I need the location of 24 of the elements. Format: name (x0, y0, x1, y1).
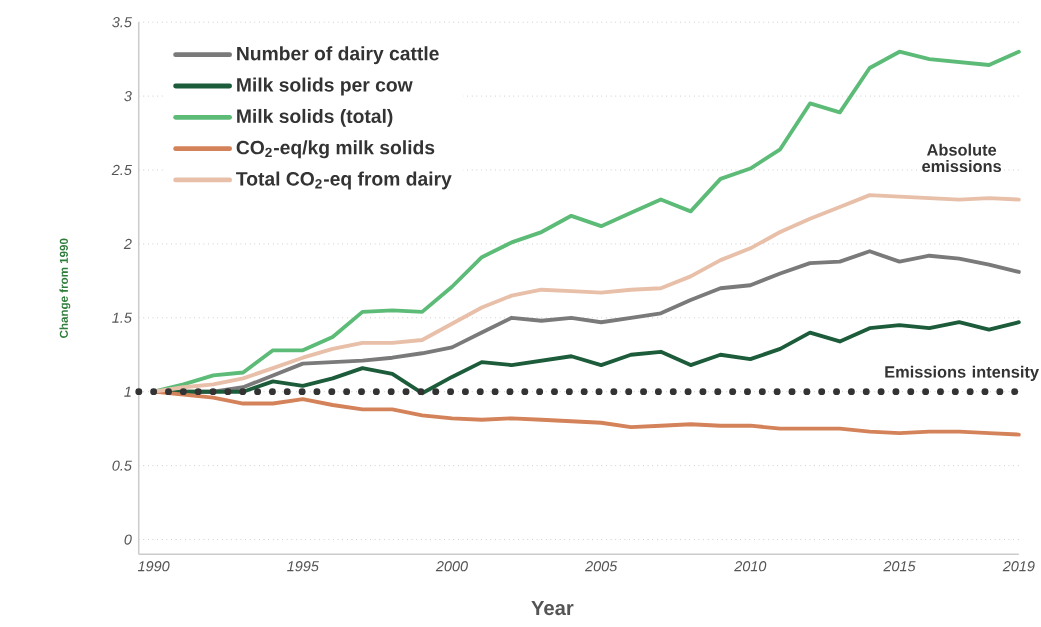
legend-label: Milk solids per cow (237, 77, 413, 96)
legend-label: Milk solids (total) (237, 109, 393, 128)
annotation: Emissions intensity (885, 365, 1039, 382)
x-tick-label: 2015 (883, 561, 916, 572)
y-tick-label: 0.5 (112, 460, 132, 471)
legend-label: Total CO$_{2}$-eq from dairy (236, 171, 452, 190)
x-tick-label: 2005 (584, 561, 618, 572)
y-tick-label: 0 (124, 534, 132, 545)
x-axis-title: Year (531, 601, 574, 616)
x-tick-label: 1995 (287, 561, 319, 572)
x-tick-label: 2019 (1002, 561, 1035, 572)
legend-label: Number of dairy cattle (237, 46, 439, 65)
x-tick-label: 1990 (137, 561, 170, 572)
y-tick-label: 3 (124, 91, 132, 102)
y-tick-label: 1.5 (112, 312, 132, 324)
y-axis-title: Change from 1990 (59, 238, 71, 339)
y-tick-label: 2 (123, 239, 132, 250)
y-tick-label: 2.5 (111, 165, 132, 176)
x-tick-label: 2010 (734, 561, 767, 572)
x-tick-label: 2000 (435, 561, 468, 572)
y-tick-label: 1 (124, 386, 131, 397)
annotation: Absolute emissions (922, 143, 1002, 173)
legend-label: CO$_{2}$-eq/kg milk solids (236, 140, 435, 159)
y-tick-label: 3.5 (112, 17, 132, 28)
